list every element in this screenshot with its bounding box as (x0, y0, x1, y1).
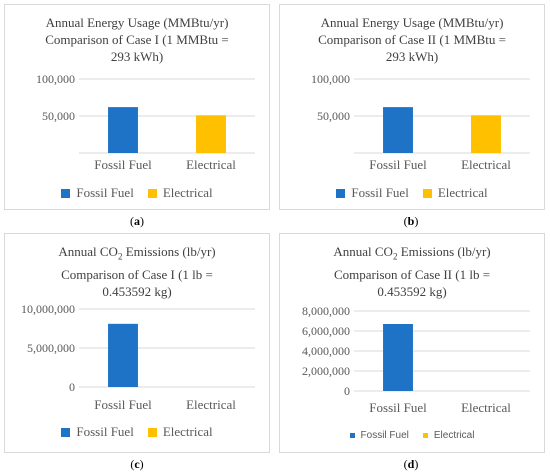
legend-swatch-fossil (336, 188, 346, 198)
chart-legend-c: Fossil Fuel Electrical (5, 424, 269, 440)
y-tick-label: 2,000,000 (302, 364, 350, 378)
legend-swatch-fossil (349, 433, 355, 438)
y-tick-label: 0 (69, 380, 75, 394)
legend-label: Fossil Fuel (351, 185, 409, 200)
legend-label: Fossil Fuel (76, 424, 134, 439)
x-category-label: Fossil Fuel (369, 400, 427, 415)
legend-swatch-electrical (147, 427, 157, 437)
y-tick-label: 4,000,000 (302, 344, 350, 358)
y-tick-label: 50,000 (317, 109, 350, 123)
y-tick-label: 50,000 (42, 109, 75, 123)
chart-title-line: Annual Energy Usage (MMBtu/yr) (45, 15, 229, 30)
legend-swatch-electrical (422, 433, 428, 438)
panel-caption-a: (a) (130, 214, 144, 228)
legend-item-fossil-fuel: Fossil Fuel (61, 185, 134, 201)
chart-title-line: 293 kWh) (385, 49, 439, 64)
legend-item-electrical: Electrical (422, 185, 488, 201)
legend-label: Fossil Fuel (360, 430, 409, 441)
chart-legend-b: Fossil Fuel Electrical (280, 185, 544, 201)
chart-title-line: Annual Energy Usage (MMBtu/yr) (320, 15, 504, 30)
legend-item-fossil-fuel: Fossil Fuel (349, 430, 409, 441)
x-category-label: Fossil Fuel (94, 397, 152, 412)
chart-title-line: Annual CO2 Emissions (lb/yr) (333, 244, 491, 262)
panel-caption-c: (c) (130, 457, 144, 471)
legend-label: Electrical (162, 424, 213, 439)
bar-chart-c: 0 5,000,000 10,000,000 Fossil Fuel Electrica… (21, 302, 255, 412)
chart-panel-c: Annual CO2 Emissions (lb/yr) Comparison … (4, 233, 270, 453)
legend-item-fossil-fuel: Fossil Fuel (336, 185, 409, 201)
bar-chart-a: 50,000 100,000 Fossil Fuel Electrical (36, 72, 255, 172)
chart-title-line: Comparison of Case II (1 MMBtu = (318, 32, 506, 47)
chart-title-b: Annual Energy Usage (MMBtu/yr) Compariso… (280, 14, 544, 65)
y-tick-label: 5,000,000 (27, 341, 75, 355)
bar-chart-d: 0 2,000,000 4,000,000 6,000,000 8,000,000 Fos… (302, 304, 530, 415)
legend-item-fossil-fuel: Fossil Fuel (61, 424, 134, 440)
bar-fossil-fuel (108, 107, 138, 153)
chart-title-line: Annual CO2 Emissions (lb/yr) (58, 244, 216, 262)
bar-electrical (471, 115, 501, 153)
panel-caption-d: (d) (403, 457, 419, 471)
chart-title-line: Comparison of Case I (1 lb = (61, 266, 213, 282)
bar-fossil-fuel (383, 324, 413, 391)
legend-item-electrical: Electrical (147, 424, 213, 440)
panel-caption-b: (b) (403, 214, 419, 228)
chart-panel-d: Annual CO2 Emissions (lb/yr) Comparison … (279, 233, 545, 453)
legend-swatch-electrical (147, 188, 157, 198)
x-category-label: Electrical (186, 157, 236, 172)
y-tick-label: 100,000 (311, 72, 350, 86)
legend-item-electrical: Electrical (147, 185, 213, 201)
x-category-label: Electrical (461, 157, 511, 172)
x-category-label: Fossil Fuel (94, 157, 152, 172)
chart-panel-b: Annual Energy Usage (MMBtu/yr) Compariso… (279, 4, 545, 210)
y-tick-label: 6,000,000 (302, 324, 350, 338)
y-tick-label: 10,000,000 (21, 302, 75, 316)
bar-fossil-fuel (108, 323, 138, 387)
chart-title-d: Annual CO2 Emissions (lb/yr) Comparison … (280, 243, 544, 300)
legend-item-electrical: Electrical (422, 430, 475, 441)
legend-label: Electrical (162, 185, 213, 200)
chart-title-line: Comparison of Case I (1 MMBtu = (45, 32, 229, 47)
chart-title-line: Comparison of Case II (1 lb = (333, 266, 491, 282)
chart-legend-d: Fossil Fuel Electrical (280, 430, 544, 441)
chart-legend-a: Fossil Fuel Electrical (5, 185, 269, 201)
legend-label: Electrical (437, 185, 488, 200)
y-tick-label: 0 (344, 384, 350, 398)
chart-title-line: 0.453592 kg) (102, 283, 172, 299)
chart-panel-a: Annual Energy Usage (MMBtu/yr) Compariso… (4, 4, 270, 210)
legend-swatch-fossil (61, 188, 71, 198)
chart-title-line: 293 kWh) (110, 49, 164, 64)
bar-electrical (196, 115, 226, 153)
chart-title-a: Annual Energy Usage (MMBtu/yr) Compariso… (5, 14, 269, 65)
legend-label: Fossil Fuel (76, 185, 134, 200)
bar-fossil-fuel (383, 107, 413, 153)
y-tick-label: 100,000 (36, 72, 75, 86)
x-category-label: Electrical (461, 400, 511, 415)
chart-title-line: 0.453592 kg) (377, 283, 447, 299)
legend-swatch-fossil (61, 427, 71, 437)
bar-chart-b: 50,000 100,000 Fossil Fuel Electrical (311, 72, 530, 172)
chart-title-c: Annual CO2 Emissions (lb/yr) Comparison … (5, 243, 269, 300)
x-category-label: Fossil Fuel (369, 157, 427, 172)
legend-label: Electrical (433, 430, 475, 441)
y-tick-label: 8,000,000 (302, 304, 350, 318)
x-category-label: Electrical (186, 397, 236, 412)
legend-swatch-electrical (422, 188, 432, 198)
